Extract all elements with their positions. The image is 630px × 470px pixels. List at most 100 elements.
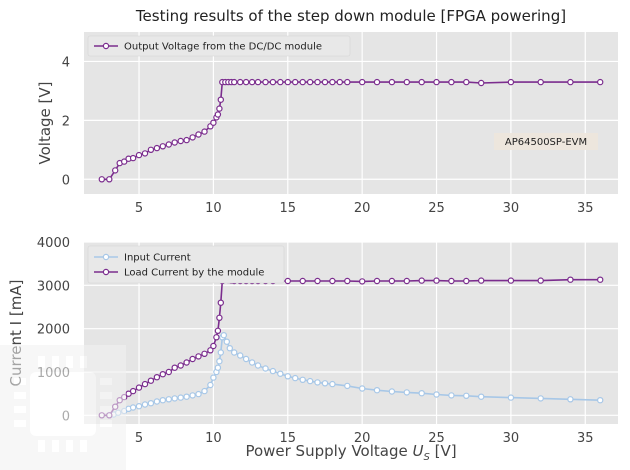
current-legend: Input Current Load Current by the module [87,245,285,284]
current-series-0-point [171,395,178,402]
voltage-y-tick-label: 2 [62,114,70,129]
voltage-series-0-point [306,78,314,86]
voltage-series-0-point [329,78,336,86]
voltage-series-0-point [248,78,256,86]
voltage-series-0-point [478,79,485,87]
current-series-1-point [448,277,455,285]
voltage-panel: Testing results of the step down module … [36,7,618,216]
current-series-1-point [217,299,224,306]
current-legend-box [87,245,285,284]
voltage-series-0-point [195,131,202,138]
current-series-1-point [207,347,214,354]
voltage-series-0-point [177,137,184,145]
current-x-tick-label: 15 [280,431,297,446]
voltage-series-0-point [210,119,217,126]
voltage-series-0-point [159,143,166,150]
current-x-tick-label: 35 [577,431,594,446]
current-series-1-point [141,380,149,388]
current-series-1-point [165,368,172,376]
current-y-tick-label: 2000 [37,323,70,338]
current-series-1-point [388,277,396,285]
voltage-series-0-point [388,78,396,86]
current-series-0-point [217,349,224,356]
current-series-0-point [236,352,244,359]
voltage-x-tick-label: 10 [205,201,222,216]
current-x-tick-label: 20 [354,431,371,446]
board-annotation-box [494,133,598,150]
legend-label-load-current: Load Current by the module [124,268,264,279]
current-series-0-point [567,396,574,403]
current-series-0-point [195,390,202,398]
voltage-series-0-point [507,78,515,86]
voltage-series-0-point [183,136,190,144]
voltage-series-0-point [147,146,155,153]
current-series-1-point [463,277,470,285]
current-series-0-point [277,370,284,377]
voltage-x-tick-label: 30 [503,201,520,216]
voltage-series-0-point [336,78,343,86]
voltage-series-0-point [120,158,128,165]
voltage-y-tick-label: 0 [62,173,70,188]
current-series-0-point [201,387,208,395]
voltage-series-0-point [277,78,284,86]
current-series-1-point [189,355,196,363]
voltage-x-tick-label: 35 [577,201,594,216]
current-series-0-point [210,374,217,381]
legend-marker-input-current [102,253,110,261]
voltage-series-0-point [153,144,161,152]
voltage-series-0-point [448,78,455,86]
current-series-1-point [284,277,291,285]
current-y-tick-label: 4000 [37,236,70,251]
current-x-axis-label: Power Supply Voltage US [V] [245,442,456,463]
current-series-0-point [403,389,410,396]
voltage-series-0-point [129,154,137,162]
voltage-series-0-point [106,176,113,183]
voltage-series-0-point [433,78,440,86]
voltage-series-0-point [242,78,250,86]
current-series-1-point [153,374,161,381]
legend-label-input-current: Input Current [124,253,191,264]
current-series-0-point [329,380,336,388]
current-series-1-point [314,277,321,285]
voltage-series-0-point [165,141,172,148]
current-y-tick-label: 3000 [37,279,70,294]
current-series-0-point [284,373,291,380]
current-series-0-point [159,397,166,404]
current-series-0-point [207,381,214,389]
voltage-series-0-point [254,78,262,86]
voltage-x-tick-label: 5 [135,201,143,216]
current-series-0-point [165,396,172,403]
current-series-1-point [299,277,306,285]
current-series-0-point [537,395,544,402]
current-series-0-point [220,332,227,339]
current-series-0-point [359,385,366,392]
current-series-0-point [135,403,143,410]
voltage-y-tick-label: 4 [62,55,70,70]
voltage-series-0-point [373,78,381,86]
current-series-0-point [507,394,515,401]
current-series-0-point [321,380,329,387]
voltage-legend: Output Voltage from the DC/DC module [87,35,351,57]
voltage-series-0-point [214,111,222,118]
voltage-series-0-point [284,78,291,86]
current-series-0-point [230,349,238,356]
board-annotation: AP64500SP-EVM [505,137,587,148]
current-series-0-point [344,382,351,390]
current-series-1-point [537,277,544,284]
voltage-plot-area [84,32,618,194]
current-series-1-point [359,278,366,285]
current-series-0-point [214,364,222,371]
current-series-0-point [177,394,184,401]
current-series-0-point [314,379,321,386]
current-series-1-point [344,277,351,285]
voltage-grid [84,32,618,194]
current-series-1-point [478,277,485,284]
voltage-series-0-point [403,78,410,86]
current-series-0-point [153,398,161,405]
voltage-series-0-point [141,150,149,157]
current-series-0-point [478,393,485,400]
voltage-legend-box [87,35,351,57]
